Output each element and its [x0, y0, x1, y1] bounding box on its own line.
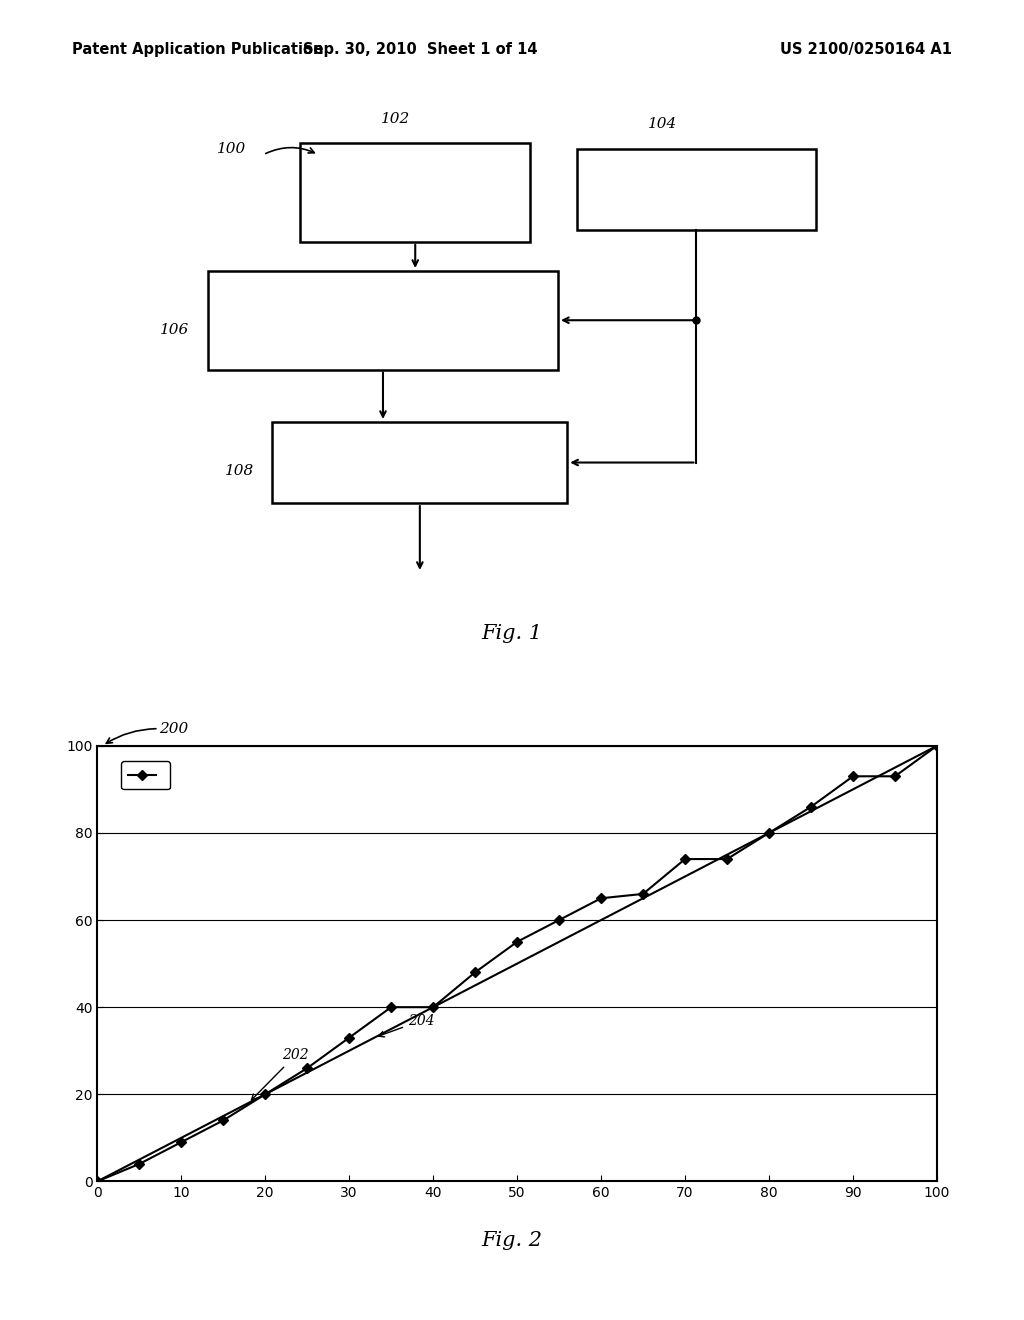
- Text: 108: 108: [224, 463, 254, 478]
- Text: Fig. 2: Fig. 2: [481, 1232, 543, 1250]
- Text: Fig. 1: Fig. 1: [481, 623, 543, 643]
- Bar: [300, 143, 530, 242]
- Text: 200: 200: [159, 722, 188, 735]
- Text: 104: 104: [648, 117, 678, 132]
- Text: Patent Application Publication: Patent Application Publication: [72, 42, 324, 57]
- Text: US 2100/0250164 A1: US 2100/0250164 A1: [780, 42, 952, 57]
- Text: 202: 202: [252, 1048, 308, 1100]
- Legend: : [121, 762, 170, 789]
- Text: Sep. 30, 2010  Sheet 1 of 14: Sep. 30, 2010 Sheet 1 of 14: [302, 42, 538, 57]
- Text: 106: 106: [160, 323, 189, 337]
- Bar: [577, 149, 816, 230]
- Text: 102: 102: [381, 112, 410, 125]
- Text: 204: 204: [379, 1014, 434, 1038]
- Text: 100: 100: [217, 141, 247, 156]
- Bar: [272, 422, 567, 503]
- Bar: [208, 271, 558, 370]
